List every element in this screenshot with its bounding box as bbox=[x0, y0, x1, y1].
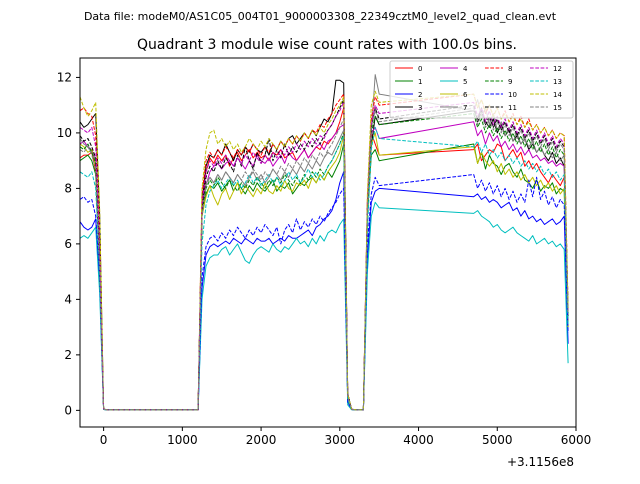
legend-label: 1 bbox=[418, 78, 422, 86]
x-tick-label: 0 bbox=[100, 433, 108, 447]
y-axis: 0 2 4 6 8 10 12 bbox=[57, 70, 80, 417]
legend-label: 10 bbox=[508, 91, 517, 99]
y-tick-label: 12 bbox=[57, 70, 72, 84]
legend-frame bbox=[389, 60, 574, 119]
series-group bbox=[79, 74, 569, 411]
series-line-13 bbox=[79, 126, 569, 411]
legend-label: 15 bbox=[553, 104, 562, 112]
legend-label: 12 bbox=[553, 65, 562, 73]
legend-label: 5 bbox=[463, 78, 467, 86]
x-axis-offset-label: +3.1156e8 bbox=[507, 455, 574, 469]
y-tick-label: 6 bbox=[64, 237, 72, 251]
series-line-12 bbox=[79, 101, 569, 411]
legend-label: 7 bbox=[463, 104, 467, 112]
x-tick-label: 3000 bbox=[325, 433, 356, 447]
series-line-6 bbox=[79, 132, 569, 411]
series-line-2 bbox=[79, 171, 569, 411]
chart-suptitle: Data file: modeM0/AS1C05_004T01_90000033… bbox=[84, 10, 557, 23]
legend-label: 8 bbox=[508, 65, 512, 73]
legend-label: 0 bbox=[418, 65, 422, 73]
legend-label: 11 bbox=[508, 104, 517, 112]
series-line-14 bbox=[79, 90, 569, 411]
legend-label: 6 bbox=[463, 91, 468, 99]
plot-frame bbox=[79, 57, 577, 428]
legend-label: 14 bbox=[553, 91, 562, 99]
x-tick-label: 5000 bbox=[482, 433, 513, 447]
y-tick-label: 2 bbox=[64, 348, 72, 362]
legend-label: 3 bbox=[418, 104, 422, 112]
series-line-15 bbox=[79, 107, 569, 411]
chart-title: Quadrant 3 module wise count rates with … bbox=[137, 37, 517, 53]
series-line-0 bbox=[79, 107, 569, 411]
series-line-9 bbox=[79, 113, 569, 411]
legend-label: 13 bbox=[553, 78, 562, 86]
y-tick-label: 10 bbox=[57, 126, 72, 140]
y-tick-label: 4 bbox=[64, 292, 72, 306]
series-line-5 bbox=[79, 201, 569, 411]
x-tick-label: 4000 bbox=[403, 433, 434, 447]
series-line-11 bbox=[79, 99, 569, 411]
y-tick-label: 8 bbox=[64, 181, 72, 195]
x-tick-label: 1000 bbox=[167, 433, 198, 447]
legend-label: 2 bbox=[418, 91, 422, 99]
y-tick-label: 0 bbox=[64, 403, 72, 417]
x-axis: 0 1000 2000 3000 4000 5000 6000 bbox=[100, 427, 591, 447]
series-line-10 bbox=[79, 174, 569, 411]
x-tick-label: 2000 bbox=[246, 433, 277, 447]
legend-label: 4 bbox=[463, 65, 468, 73]
legend-label: 9 bbox=[508, 78, 512, 86]
x-tick-label: 6000 bbox=[561, 433, 592, 447]
